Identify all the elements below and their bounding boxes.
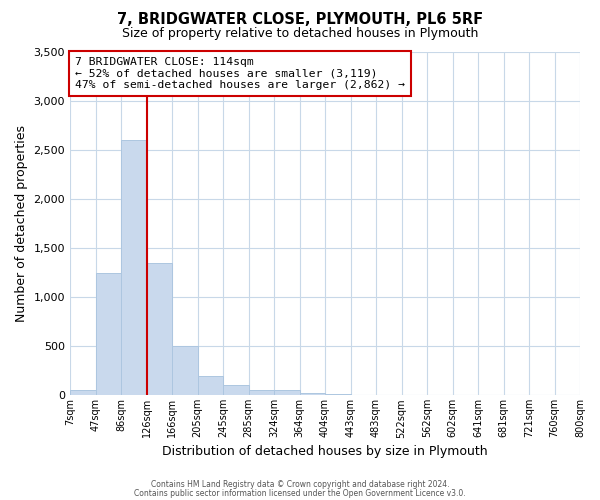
Text: 7, BRIDGWATER CLOSE, PLYMOUTH, PL6 5RF: 7, BRIDGWATER CLOSE, PLYMOUTH, PL6 5RF xyxy=(117,12,483,28)
Bar xyxy=(299,393,325,396)
Bar xyxy=(274,390,299,396)
Bar xyxy=(70,390,95,396)
Text: Contains HM Land Registry data © Crown copyright and database right 2024.: Contains HM Land Registry data © Crown c… xyxy=(151,480,449,489)
Text: Size of property relative to detached houses in Plymouth: Size of property relative to detached ho… xyxy=(122,28,478,40)
Bar xyxy=(325,394,350,396)
X-axis label: Distribution of detached houses by size in Plymouth: Distribution of detached houses by size … xyxy=(162,444,488,458)
Text: 7 BRIDGWATER CLOSE: 114sqm
← 52% of detached houses are smaller (3,119)
47% of s: 7 BRIDGWATER CLOSE: 114sqm ← 52% of deta… xyxy=(75,56,405,90)
Bar xyxy=(248,390,274,396)
Bar xyxy=(146,262,172,396)
Y-axis label: Number of detached properties: Number of detached properties xyxy=(15,125,28,322)
Bar xyxy=(121,140,146,396)
Bar xyxy=(223,386,248,396)
Bar xyxy=(172,346,197,396)
Bar xyxy=(95,272,121,396)
Text: Contains public sector information licensed under the Open Government Licence v3: Contains public sector information licen… xyxy=(134,488,466,498)
Bar xyxy=(197,376,223,396)
